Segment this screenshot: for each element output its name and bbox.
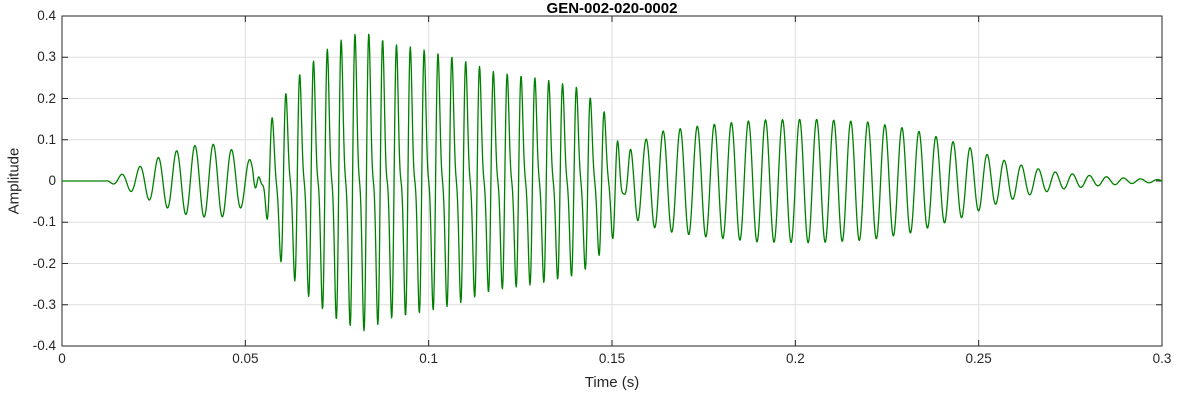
y-tick-label: -0.4 (32, 338, 56, 353)
y-tick-label: 0 (48, 173, 56, 188)
x-tick-label: 0.25 (965, 351, 992, 366)
x-tick-label: 0.2 (785, 351, 805, 366)
y-tick-label: -0.1 (32, 214, 56, 230)
chart-title: GEN-002-020-0002 (546, 0, 678, 17)
x-tick-label: 0.05 (232, 351, 259, 366)
x-tick-label: 0.1 (419, 351, 439, 366)
y-tick-label: -0.2 (32, 255, 56, 271)
y-tick-label: 0.1 (37, 131, 56, 147)
y-tick-label: 0.4 (37, 8, 56, 23)
y-tick-label: 0.3 (37, 49, 56, 65)
x-tick-label: 0.3 (1152, 351, 1172, 366)
x-tick-label: 0.15 (598, 351, 626, 366)
x-axis-label: Time (s) (584, 374, 640, 391)
x-tick-label: 0 (58, 351, 66, 366)
y-tick-label: 0.2 (37, 90, 56, 106)
y-tick-label: -0.3 (32, 296, 56, 312)
waveform-line (61, 33, 1163, 332)
